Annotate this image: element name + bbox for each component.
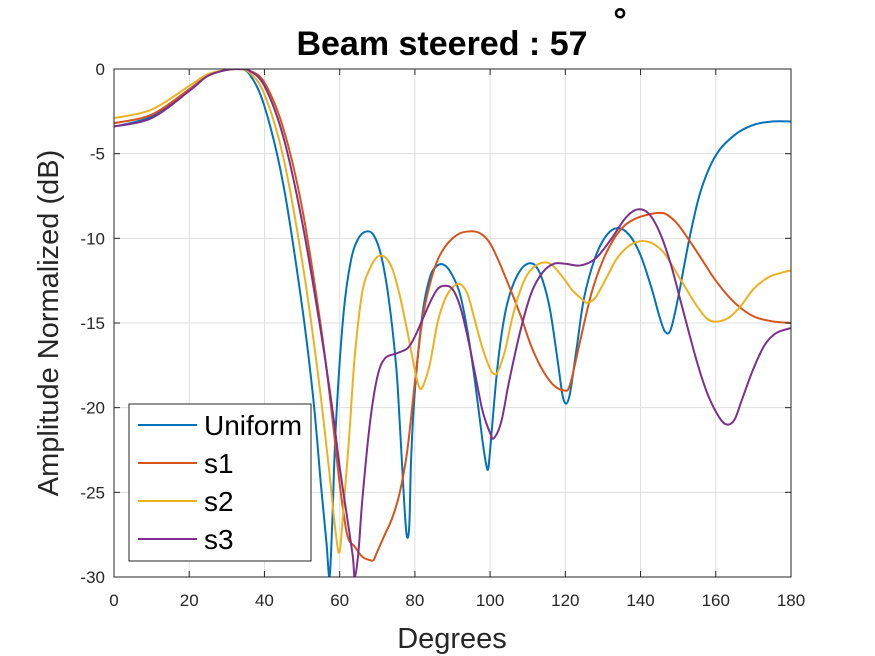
y-tick-label: -30: [80, 568, 105, 587]
x-tick-label: 120: [551, 591, 579, 610]
legend-label-s1: s1: [204, 448, 234, 479]
x-tick-label: 40: [255, 591, 274, 610]
x-tick-label: 100: [476, 591, 504, 610]
title-degree-symbol: °: [613, 2, 627, 40]
x-tick-label: 160: [702, 591, 730, 610]
y-axis-label: Amplitude Normalized (dB): [33, 150, 65, 497]
x-tick-label: 180: [777, 591, 805, 610]
series-line-uniform: [114, 69, 791, 577]
y-tick-label: -15: [80, 314, 105, 333]
tick-labels: 0 20 40 60 80 100 120 140 160 180 0 -5 -10 -15 -20 -25 -…: [80, 60, 805, 610]
x-tick-label: 60: [330, 591, 349, 610]
y-tick-label: -25: [80, 483, 105, 502]
x-tick-label: 140: [626, 591, 654, 610]
series-line-s3: [114, 69, 791, 577]
axis-ticks: [113, 68, 792, 578]
y-tick-label: -5: [90, 145, 105, 164]
chart-title: Beam steered : 57: [296, 25, 587, 63]
x-tick-label: 20: [180, 591, 199, 610]
series-line-s2: [114, 69, 791, 554]
legend: Uniform s1 s2 s3: [128, 403, 312, 562]
y-tick-label: 0: [96, 60, 105, 79]
y-tick-label: -10: [80, 229, 105, 248]
legend-box: [128, 403, 312, 562]
legend-label-s3: s3: [204, 524, 234, 555]
x-axis-label: Degrees: [397, 623, 507, 655]
series-line-s1: [114, 69, 791, 562]
legend-label-s2: s2: [204, 486, 234, 517]
legend-label-uniform: Uniform: [204, 410, 302, 441]
x-tick-label: 80: [405, 591, 424, 610]
y-tick-label: -20: [80, 399, 105, 418]
x-tick-label: 0: [109, 591, 118, 610]
series-layer: [114, 69, 791, 577]
